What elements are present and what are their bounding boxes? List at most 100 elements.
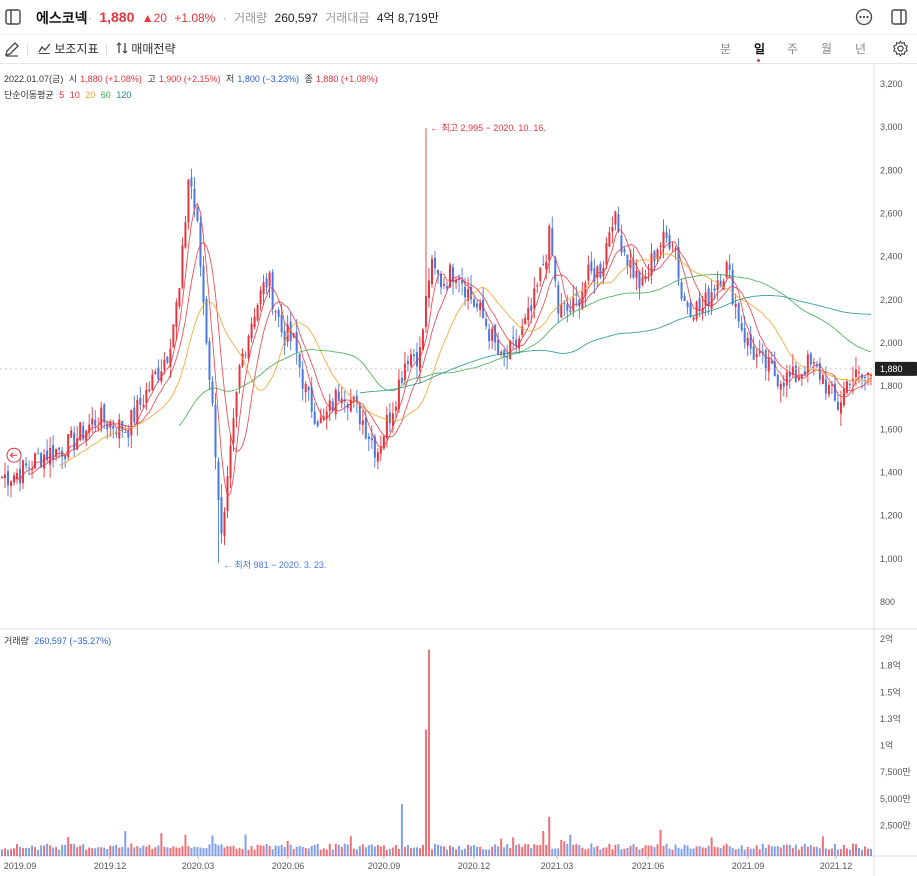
volume-bar	[500, 838, 503, 856]
candle-body	[118, 419, 121, 439]
price-tick-label: 800	[880, 597, 895, 607]
candle-body	[421, 329, 424, 350]
candle-body	[370, 437, 373, 441]
volume-bar	[340, 846, 343, 856]
volume-bar	[527, 844, 530, 856]
volume-bar	[503, 847, 506, 856]
volume-bar	[376, 845, 379, 856]
candle-body	[145, 389, 148, 403]
stock-chart[interactable]: 3,200 3,000 2,800 2,600 2,400 2,200 2,000 1,800…	[0, 64, 917, 876]
low-annotation: ← 최저 981 − 2020. 3. 23.	[223, 560, 326, 570]
volume-bar	[683, 844, 686, 856]
candle-body	[464, 286, 467, 298]
ma120-label: 120	[116, 90, 132, 100]
candle-body	[121, 421, 124, 432]
volume-bar	[52, 847, 55, 856]
period-tab-week[interactable]: 주	[787, 42, 799, 56]
volume-bar	[10, 848, 13, 856]
period-tab-year[interactable]: 년	[855, 42, 867, 56]
volume-bar	[773, 846, 776, 856]
candle-body	[497, 339, 500, 355]
volume-bar	[488, 849, 491, 856]
candle-body	[250, 323, 253, 339]
volume-bar	[446, 849, 449, 856]
period-tab-day[interactable]: 일	[754, 42, 766, 56]
volume-bar	[145, 846, 148, 856]
volume-bar	[253, 849, 256, 856]
candle-body	[551, 228, 554, 256]
period-tab-month[interactable]: 월	[821, 42, 833, 56]
panel-toggle-icon[interactable]	[890, 8, 908, 26]
candle-body	[482, 299, 485, 319]
candle-body	[737, 302, 740, 322]
volume-bar	[283, 846, 286, 856]
strategy-button[interactable]: 매매전략	[116, 40, 176, 57]
volume-label: 거래량	[234, 11, 268, 25]
candle-body	[241, 353, 244, 366]
chart-toolbar: 보조지표 매매전략 분 일 주 월 년	[0, 35, 917, 64]
candle-body	[328, 400, 331, 412]
candle-body	[388, 412, 391, 424]
candle-body	[115, 432, 118, 435]
candle-body	[794, 365, 797, 382]
volume-bar	[827, 849, 830, 856]
ma-legend[interactable]: 단순이동평균 5 10 20 60 120	[4, 88, 134, 101]
volume-bar	[476, 846, 479, 856]
candle-body	[521, 326, 524, 336]
candle-body	[40, 453, 43, 467]
candle-body	[337, 391, 340, 402]
volume-tick-label: 1.8억	[880, 660, 901, 671]
volume-bar	[424, 729, 427, 856]
candle-body	[367, 436, 370, 440]
indicator-button[interactable]: 보조지표	[38, 40, 99, 57]
candle-body	[385, 414, 388, 439]
candle-body	[208, 341, 211, 380]
settings-gear-icon[interactable]	[892, 40, 909, 57]
volume-bar	[313, 844, 316, 856]
volume-bar	[791, 847, 794, 856]
draw-pencil-icon[interactable]	[4, 41, 20, 57]
period-tab-minute[interactable]: 분	[720, 42, 732, 56]
volume-bar	[190, 847, 193, 856]
candles	[1, 128, 872, 563]
candle-body	[382, 436, 385, 449]
volume-bar	[608, 843, 611, 856]
volume-bar	[40, 845, 43, 856]
volume-bar	[319, 849, 322, 856]
volume-bar	[539, 844, 542, 856]
volume-bar	[178, 847, 181, 856]
volume-bar	[400, 804, 403, 856]
volume-bar	[49, 845, 52, 856]
close-value: 1,880 (+1.08%)	[315, 74, 378, 84]
candle-body	[322, 416, 325, 420]
candle-body	[797, 376, 800, 380]
sidebar-toggle-icon[interactable]	[4, 8, 22, 26]
volume-bar	[458, 845, 461, 856]
volume-bar	[247, 849, 250, 856]
candle-body	[833, 383, 836, 401]
volume-bar	[136, 845, 139, 856]
volume-bar	[346, 844, 349, 856]
time-tick-label: 2021.12	[820, 861, 853, 871]
candle-body	[557, 285, 560, 314]
candle-body	[665, 232, 668, 239]
candle-body	[728, 264, 731, 270]
indicator-icon	[38, 43, 51, 54]
volume-info-label: 거래량	[4, 636, 29, 646]
volume-bar	[806, 846, 809, 856]
candle-body	[376, 452, 379, 462]
volume-bar	[824, 848, 827, 856]
volume-bar	[512, 837, 515, 856]
volume-bar	[566, 843, 569, 856]
volume-bar	[91, 848, 94, 856]
candle-body	[479, 303, 482, 311]
candle-body	[821, 375, 824, 384]
more-icon[interactable]	[855, 8, 873, 26]
candle-body	[650, 253, 653, 276]
volume-bar	[455, 849, 458, 856]
candle-body	[740, 322, 743, 330]
candle-body	[545, 261, 548, 270]
candle-body	[509, 340, 512, 359]
volume-bar	[226, 846, 229, 856]
volume-bar	[836, 849, 839, 856]
